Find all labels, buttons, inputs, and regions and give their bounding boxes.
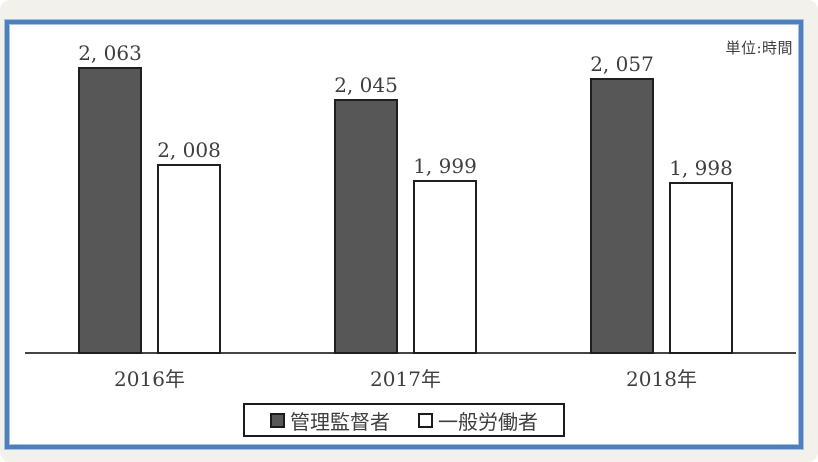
bar-cell-管理監督者-2017年: 2, 045	[334, 73, 398, 354]
bar-value-label: 1, 998	[669, 156, 733, 180]
x-axis-line	[25, 352, 796, 354]
bar-value-label: 2, 045	[334, 73, 398, 97]
legend-item-一般労働者: 一般労働者	[418, 406, 538, 435]
bar-cell-一般労働者-2016年: 2, 008	[157, 138, 221, 354]
bar-一般労働者-2017年	[413, 180, 477, 354]
bar-管理監督者-2018年	[590, 78, 654, 354]
bar-value-label: 2, 057	[590, 52, 654, 76]
bar-cell-管理監督者-2018年: 2, 057	[590, 52, 654, 354]
bar-一般労働者-2016年	[157, 164, 221, 354]
legend-item-管理監督者: 管理監督者	[270, 406, 390, 435]
bar-group-2017年: 2, 045 1, 999	[334, 73, 477, 354]
x-axis-label-2018年: 2018年	[626, 367, 697, 391]
bar-cell-管理監督者-2016年: 2, 063	[78, 41, 142, 354]
x-axis-label-2016年: 2016年	[114, 367, 185, 391]
bar-value-label: 2, 008	[157, 138, 221, 162]
bar-cell-一般労働者-2017年: 1, 999	[413, 154, 477, 354]
unit-label: 単位:時間	[725, 39, 793, 57]
legend: 管理監督者 一般労働者	[243, 403, 565, 437]
bar-管理監督者-2017年	[334, 99, 398, 354]
bar-一般労働者-2018年	[669, 182, 733, 354]
bar-group-2016年: 2, 063 2, 008	[78, 41, 221, 354]
chart-frame: 単位:時間 2, 063 2, 008 2, 045 1, 999 2, 057 1, 9…	[5, 20, 803, 449]
legend-swatch-white	[418, 412, 433, 428]
bar-cell-一般労働者-2018年: 1, 998	[669, 156, 733, 354]
bar-value-label: 2, 063	[78, 41, 142, 65]
legend-swatch-dark	[270, 412, 285, 428]
plot-area: 2, 063 2, 008 2, 045 1, 999 2, 057 1, 998	[9, 24, 799, 354]
legend-item-label: 一般労働者	[438, 409, 538, 434]
bar-管理監督者-2016年	[78, 67, 142, 354]
bar-group-2018年: 2, 057 1, 998	[590, 52, 733, 354]
bar-value-label: 1, 999	[413, 154, 477, 178]
x-axis-label-2017年: 2017年	[370, 367, 441, 391]
legend-item-label: 管理監督者	[290, 409, 390, 434]
